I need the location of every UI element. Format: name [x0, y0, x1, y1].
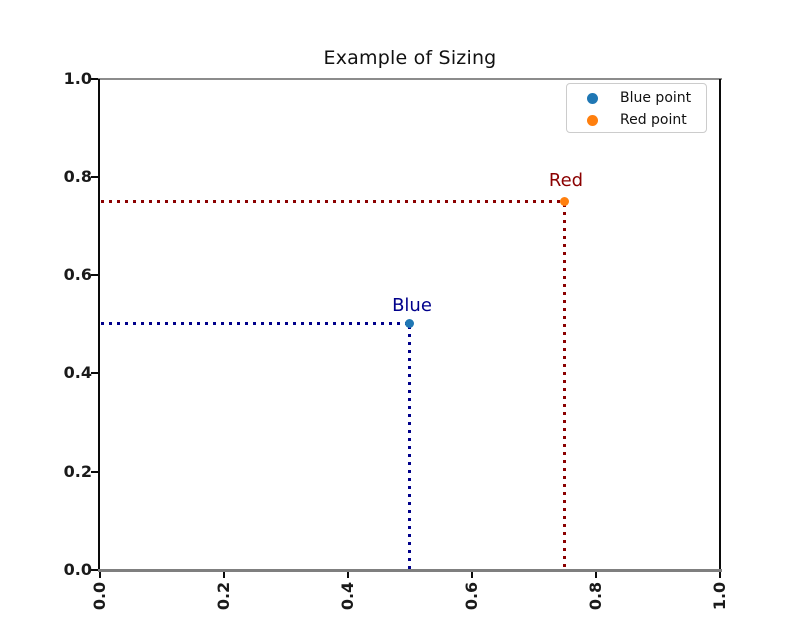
blue-annotation: Blue	[392, 295, 432, 316]
legend-entry-red: Red point	[567, 109, 706, 131]
x-tick	[99, 572, 101, 578]
red-guide-vertical	[563, 204, 566, 569]
y-tick-label: 0.4	[63, 363, 92, 382]
red-guide-horizontal	[101, 200, 565, 203]
x-tick-label: 1.0	[710, 581, 729, 611]
y-tick	[91, 372, 98, 374]
red-annotation: Red	[548, 170, 584, 191]
legend-label: Red point	[620, 112, 687, 128]
y-tick	[91, 274, 98, 276]
x-tick-label: 0.8	[586, 581, 605, 611]
x-tick	[471, 572, 473, 578]
y-tick	[91, 78, 98, 80]
x-tick-label: 0.6	[462, 581, 481, 611]
y-tick-label: 0.0	[63, 560, 92, 579]
x-tick	[719, 572, 721, 578]
y-tick	[91, 176, 98, 178]
y-tick	[91, 471, 98, 473]
y-tick-label: 0.8	[63, 167, 92, 186]
red-marker-icon	[587, 114, 598, 126]
legend: Blue point Red point	[566, 83, 707, 133]
y-tick-label: 1.0	[63, 69, 92, 88]
x-tick-label: 0.0	[90, 581, 109, 611]
legend-label: Blue point	[620, 90, 692, 106]
spine-left	[98, 79, 100, 569]
spine-top	[98, 78, 722, 80]
blue-guide-horizontal	[101, 322, 410, 325]
chart-title: Example of Sizing	[323, 47, 497, 69]
x-tick-label: 0.4	[338, 581, 357, 611]
y-tick	[91, 569, 98, 571]
spine-bottom	[98, 569, 722, 572]
blue-data-point	[405, 319, 414, 328]
y-tick-label: 0.6	[63, 265, 92, 284]
blue-marker-icon	[587, 92, 598, 104]
spine-right	[719, 79, 721, 569]
x-tick-label: 0.2	[214, 581, 233, 611]
red-data-point	[560, 197, 569, 206]
legend-entry-blue: Blue point	[567, 87, 706, 109]
y-tick-label: 0.2	[63, 462, 92, 481]
x-tick	[347, 572, 349, 578]
x-tick	[223, 572, 225, 578]
blue-guide-vertical	[408, 326, 411, 569]
x-tick	[595, 572, 597, 578]
